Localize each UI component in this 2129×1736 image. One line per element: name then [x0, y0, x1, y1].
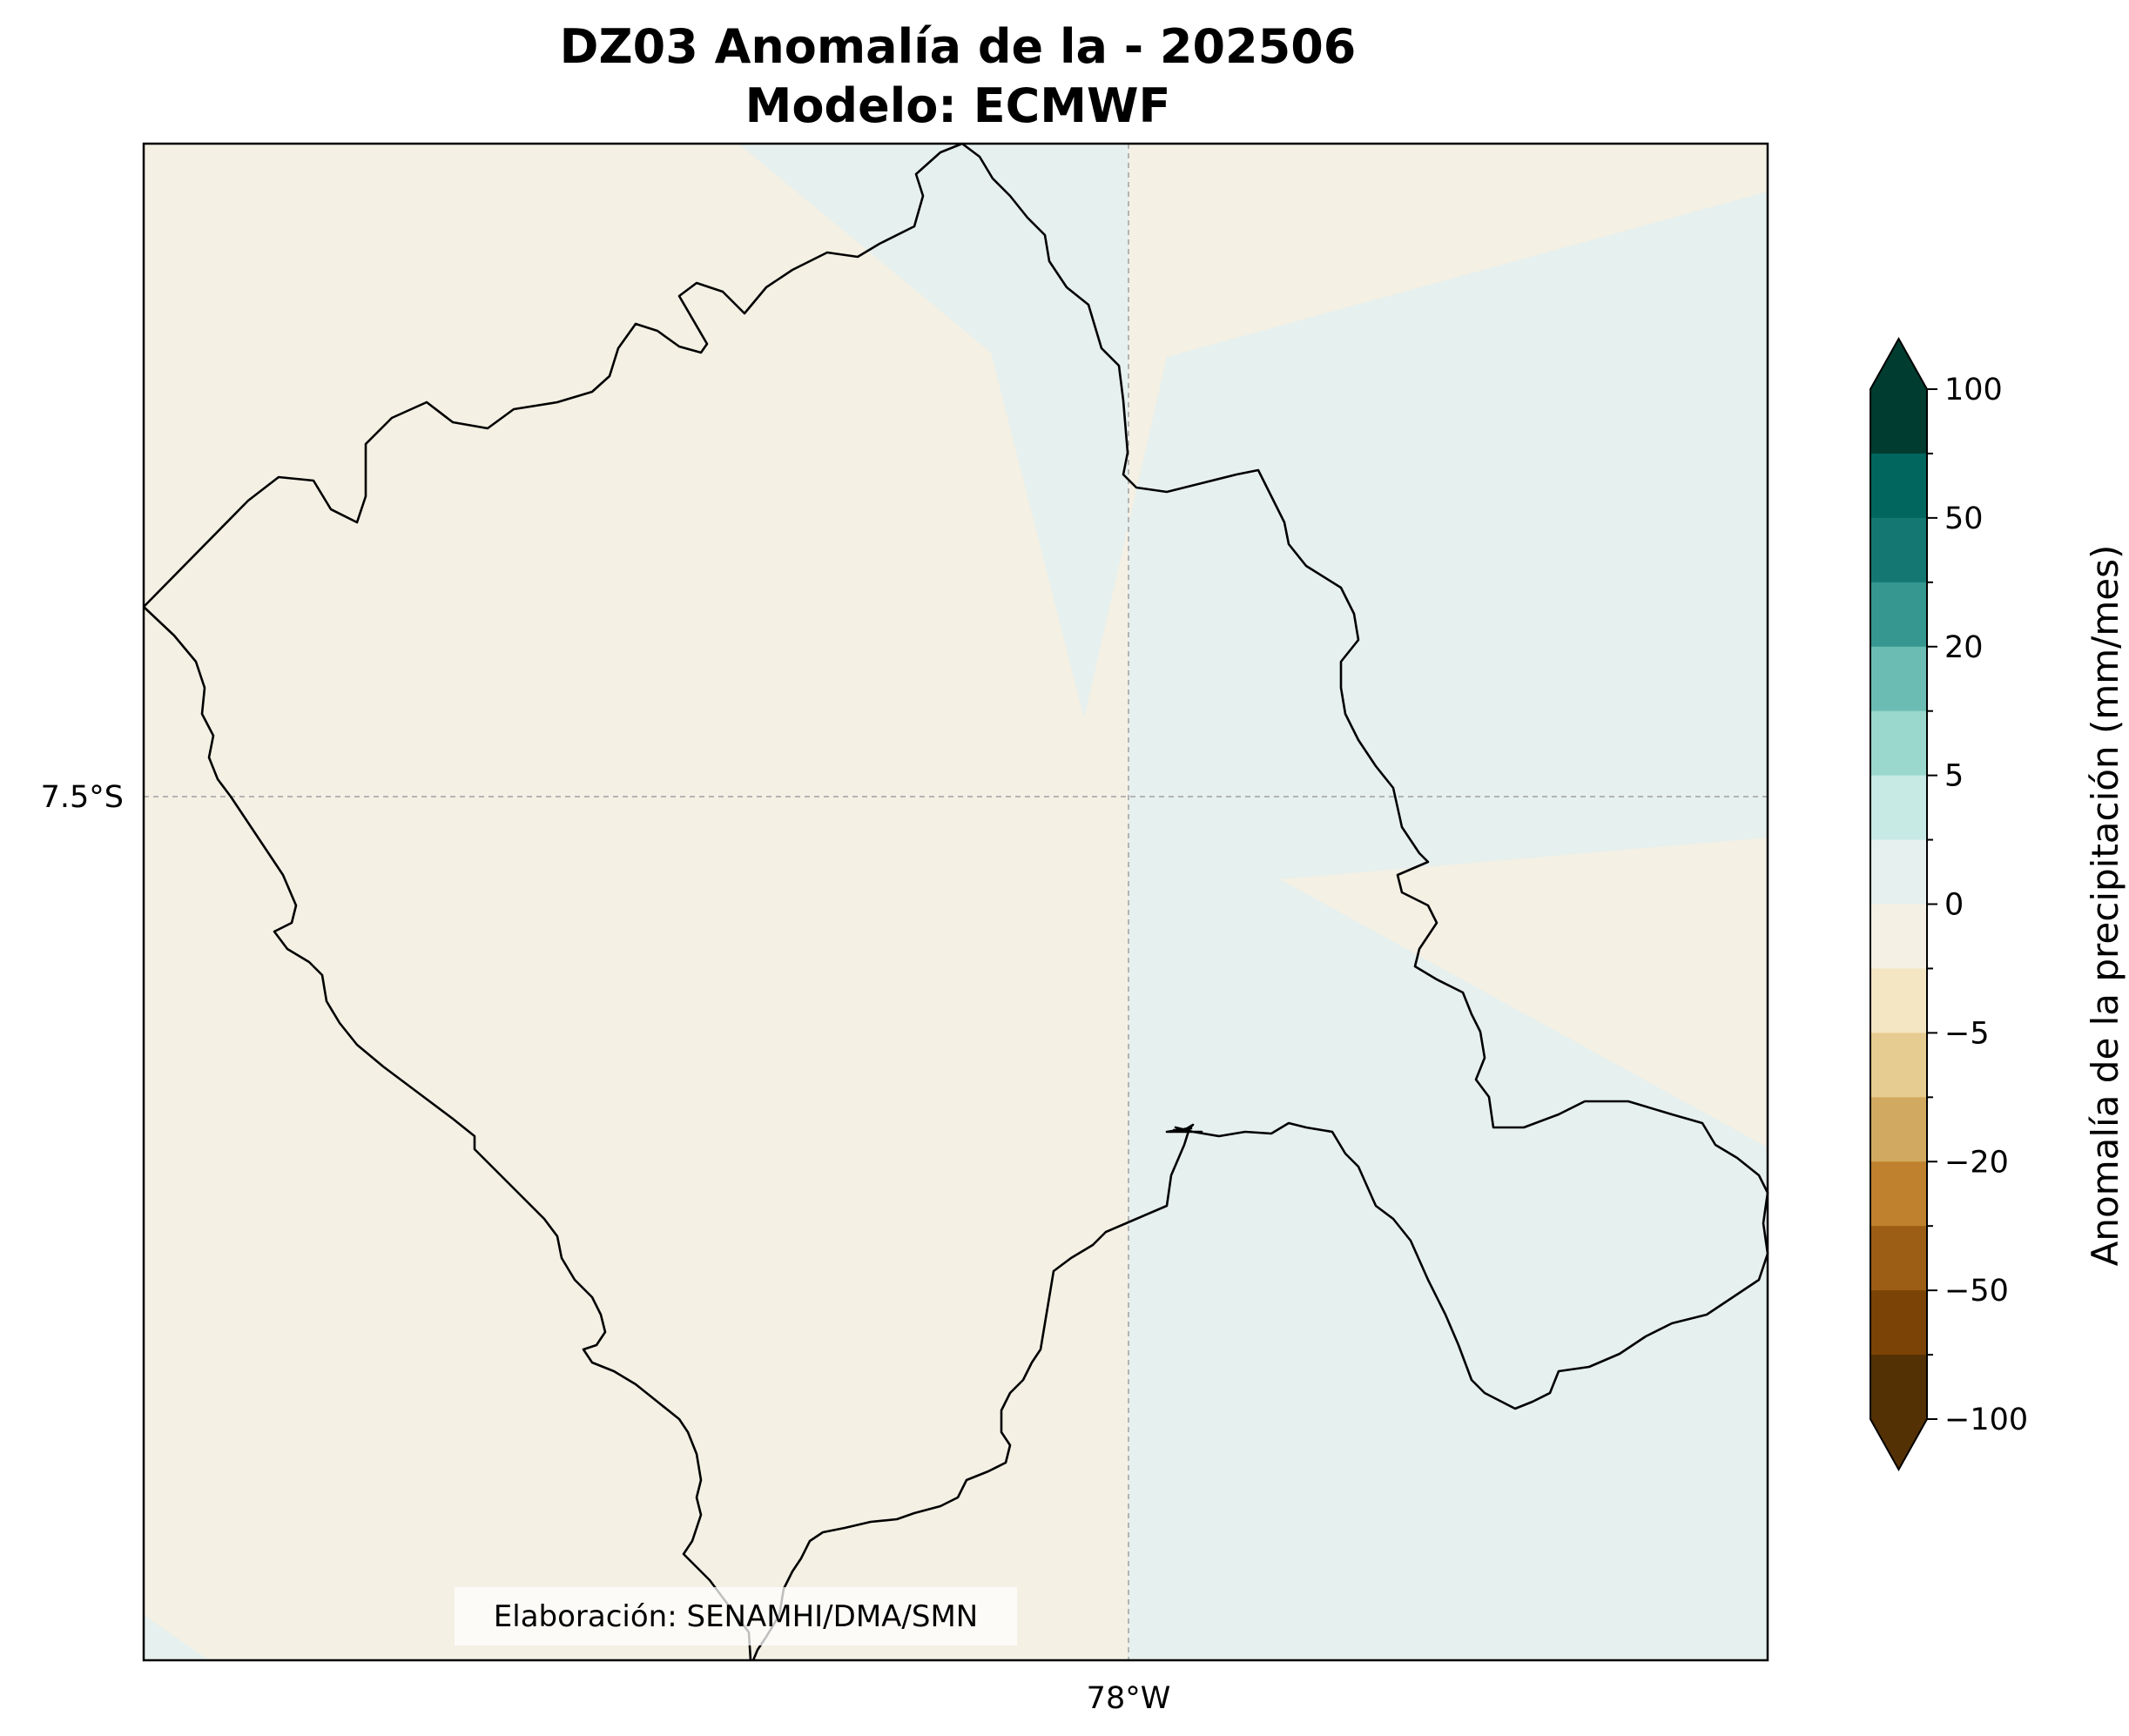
colorbar-segment	[1870, 904, 1927, 969]
lon-tick-label: 78°W	[1087, 1681, 1171, 1716]
credit-text: Elaboración: SENAMHI/DMA/SMN	[494, 1599, 978, 1634]
colorbar-segment	[1870, 1226, 1927, 1291]
colorbar-tick-label: 100	[1944, 373, 2003, 407]
positive-anomaly-area	[738, 144, 1768, 1660]
colorbar-segment	[1870, 710, 1927, 777]
figure-title-line1: DZ03 Anomalía de la - 202506	[560, 19, 1357, 74]
colorbar-segment	[1870, 1355, 1927, 1420]
colorbar-tick-label: −50	[1944, 1274, 2009, 1309]
figure-title-line2: Modelo: ECMWF	[745, 78, 1171, 133]
colorbar-segment	[1870, 1033, 1927, 1098]
coastline	[143, 606, 752, 1661]
colorbar-label: Anomalía de la precipitación (mm/mes)	[2084, 545, 2126, 1267]
colorbar-extend-under	[1870, 1419, 1927, 1470]
map-panel: Elaboración: SENAMHI/DMA/SMN	[142, 142, 1769, 1662]
colorbar-tick-label: −20	[1944, 1145, 2009, 1180]
colorbar-tick-label: 0	[1944, 888, 1964, 923]
colorbar-segment	[1870, 775, 1927, 841]
colorbar-tick-label: −100	[1944, 1403, 2028, 1437]
lat-tick-label: 7.5°S	[41, 780, 124, 815]
colorbar-segment	[1870, 968, 1927, 1033]
positive-anomaly-corner-bl	[144, 1615, 209, 1660]
colorbar-tick-label: −5	[1944, 1016, 1990, 1051]
colorbar-segment	[1870, 1161, 1927, 1227]
colorbar-segment	[1870, 1290, 1927, 1356]
colorbar-segment	[1870, 517, 1927, 583]
colorbar-segment	[1870, 646, 1927, 712]
colorbar-segment	[1870, 839, 1927, 905]
colorbar-tick-label: 50	[1944, 501, 1984, 536]
credit-box	[455, 1587, 1017, 1645]
colorbar-tick-label: 20	[1944, 630, 1984, 665]
region-outline-south	[751, 1127, 1191, 1661]
region-outline	[143, 142, 1769, 1410]
positive-anomaly-corner-br	[1698, 1619, 1768, 1660]
map-frame	[142, 142, 1769, 1662]
colorbar-segment	[1870, 1097, 1927, 1162]
colorbar-segment	[1870, 582, 1927, 648]
colorbar-segment	[1870, 453, 1927, 519]
colorbar-tick-label: 5	[1944, 759, 1964, 794]
colorbar-segment	[1870, 389, 1927, 454]
colorbar-extend-over	[1870, 339, 1927, 389]
